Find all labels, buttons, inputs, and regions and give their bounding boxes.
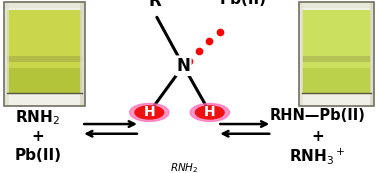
Text: H: H [204,106,215,119]
Bar [7,10,82,93]
Bar [7,68,82,93]
Bar [7,56,82,62]
Text: RHN—Pb(II): RHN—Pb(II) [270,108,366,123]
Bar [4,2,9,106]
Bar [299,2,374,106]
Bar [370,2,374,106]
Bar [299,2,374,8]
Bar [302,56,371,62]
Text: N: N [177,57,190,75]
Circle shape [195,106,224,119]
Circle shape [135,106,164,119]
Text: RNH$_2$: RNH$_2$ [170,161,198,173]
Circle shape [130,103,169,121]
Bar [299,2,303,106]
Text: +: + [31,129,44,144]
Text: R: R [149,0,161,10]
Bar [299,2,374,106]
Bar [302,10,371,93]
Circle shape [190,103,229,121]
Text: Pb(II): Pb(II) [14,148,61,163]
Text: RNH$_2$: RNH$_2$ [15,108,60,127]
Text: +: + [311,129,324,144]
Bar [4,2,85,106]
Bar [4,2,85,8]
Text: H: H [144,106,155,119]
Text: Pb(II): Pb(II) [219,0,266,7]
Text: RNH$_3$$^+$: RNH$_3$$^+$ [290,146,345,166]
Bar [80,2,85,106]
Bar [302,68,371,93]
Bar [4,2,85,106]
